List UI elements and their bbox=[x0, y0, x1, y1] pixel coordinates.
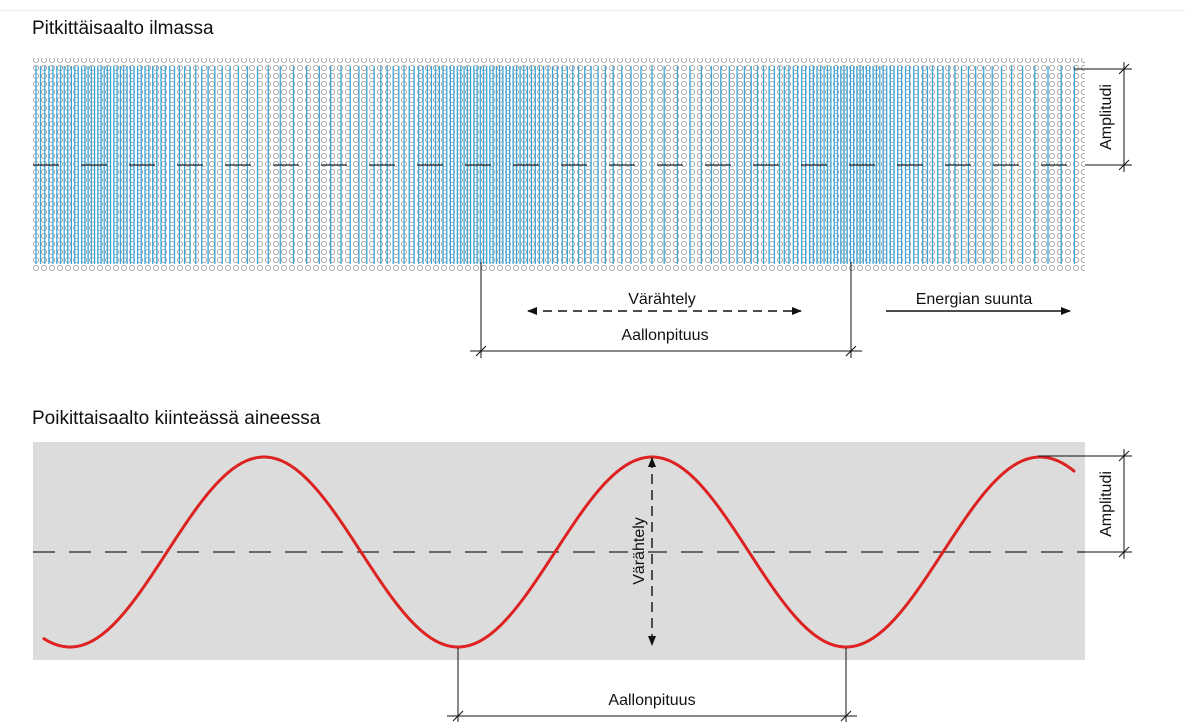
longitudinal-amplitude-label: Amplitudi bbox=[1098, 84, 1115, 150]
transverse-amplitude-dimension: Amplitudi bbox=[1038, 449, 1132, 559]
transverse-wavelength-dimension: Aallonpituus bbox=[447, 648, 857, 722]
longitudinal-wave-title: Pitkittäisaalto ilmassa bbox=[32, 18, 214, 39]
transverse-wavelength-label: Aallonpituus bbox=[608, 692, 695, 709]
top-border bbox=[0, 0, 1186, 11]
longitudinal-vibration-arrow: Värähtely bbox=[527, 291, 802, 315]
longitudinal-amplitude-dimension: Amplitudi bbox=[1074, 62, 1132, 172]
transverse-vibration-label: Värähtely bbox=[631, 517, 648, 585]
longitudinal-diagram: Amplitudi Aallonpituus Värähtely Energia… bbox=[33, 58, 1132, 358]
longitudinal-wavelength-dimension: Aallonpituus bbox=[470, 262, 862, 358]
transverse-wave-title: Poikittaisaalto kiinteässä aineessa bbox=[32, 408, 321, 429]
transverse-diagram: Värähtely Amplitudi Aallonpituus bbox=[33, 442, 1132, 722]
transverse-amplitude-label: Amplitudi bbox=[1098, 471, 1115, 537]
transverse-wave-curve bbox=[42, 455, 1076, 649]
solid-medium-block bbox=[33, 442, 1085, 660]
transverse-vibration-arrow: Värähtely bbox=[628, 457, 656, 646]
energy-direction-arrow: Energian suunta bbox=[886, 291, 1071, 315]
longitudinal-vibration-label: Värähtely bbox=[628, 291, 696, 308]
longitudinal-wavelength-label: Aallonpituus bbox=[621, 327, 708, 344]
energy-direction-label: Energian suunta bbox=[916, 291, 1033, 308]
